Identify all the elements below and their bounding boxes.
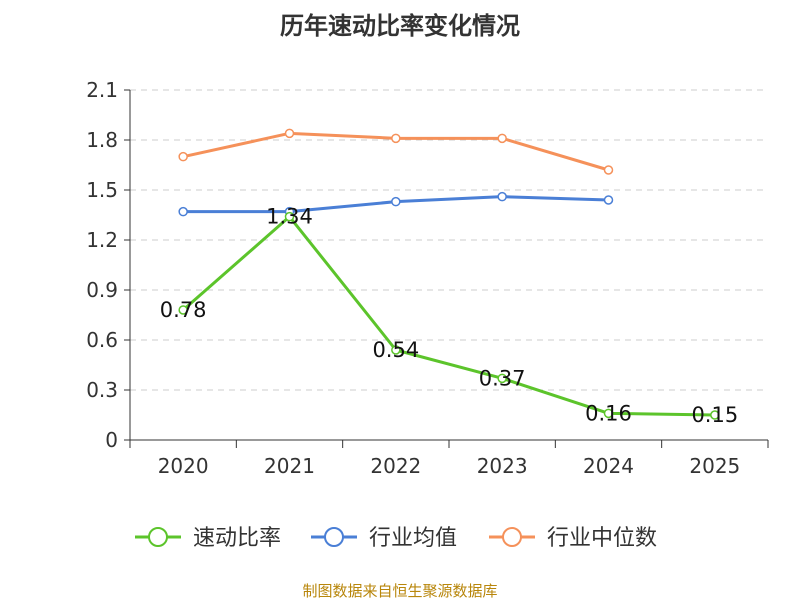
legend-label: 行业中位数	[547, 526, 657, 551]
x-tick-label: 2022	[370, 454, 421, 478]
data-label: 1.34	[266, 205, 313, 229]
legend[interactable]: 速动比率 行业均值 行业中位数	[135, 526, 657, 551]
series-2-point	[391, 133, 401, 144]
chart-title: 历年速动比率变化情况	[280, 12, 520, 40]
series-0-point	[284, 211, 295, 222]
data-labels: 0.78 1.34 0.54 0.37 0.16 0.15	[160, 205, 738, 427]
data-label: 0.37	[479, 366, 526, 390]
legend-swatch-marker	[502, 527, 522, 547]
series-0-point	[391, 345, 401, 355]
series-group	[178, 128, 720, 420]
y-tick-label: 0.3	[86, 378, 118, 402]
legend-swatch-marker	[148, 527, 168, 547]
legend-item[interactable]: 行业中位数	[489, 526, 657, 551]
series-1-point	[391, 196, 401, 207]
data-label: 0.54	[372, 338, 419, 362]
x-tick-label: 2021	[264, 454, 315, 478]
legend-item[interactable]: 行业均值	[311, 526, 457, 551]
data-label: 0.78	[160, 298, 207, 322]
y-tick-label: 0	[105, 428, 118, 452]
series-2-point	[603, 165, 614, 175]
series-0-point	[603, 408, 614, 419]
x-tick-label: 2023	[477, 454, 528, 478]
series-2-point	[284, 128, 295, 139]
legend-item[interactable]: 速动比率	[135, 526, 281, 551]
series-0-point	[710, 410, 720, 420]
y-tick-label: 0.9	[86, 278, 118, 302]
series-1-point	[497, 191, 507, 202]
grid	[130, 89, 768, 391]
axes: 0 0.3 0.6 0.9 1.2 1.5 1.8 2.1 2020 2021 2022 2023 20…	[86, 78, 769, 478]
series-0-point	[178, 305, 188, 315]
y-tick-label: 1.5	[86, 178, 118, 202]
legend-label: 行业均值	[369, 526, 457, 551]
source-note: 制图数据来自恒生聚源数据库	[302, 582, 497, 600]
data-label: 0.15	[691, 403, 738, 427]
series-1-point	[603, 195, 614, 205]
series-1-point	[178, 206, 188, 217]
x-tick-label: 2024	[583, 454, 634, 478]
series-0-line	[182, 215, 715, 417]
legend-label: 速动比率	[193, 526, 281, 551]
y-tick-label: 1.8	[86, 128, 118, 152]
series-2-point	[178, 151, 188, 162]
y-tick-label: 0.6	[86, 328, 118, 352]
y-tick-label: 2.1	[86, 78, 118, 102]
x-tick-label: 2025	[689, 454, 740, 478]
series-2-point	[497, 133, 507, 144]
data-label: 0.16	[585, 401, 632, 425]
y-tick-label: 1.2	[86, 228, 118, 252]
series-0-point	[497, 373, 507, 384]
legend-swatch-marker	[324, 527, 344, 547]
x-tick-label: 2020	[158, 454, 209, 478]
